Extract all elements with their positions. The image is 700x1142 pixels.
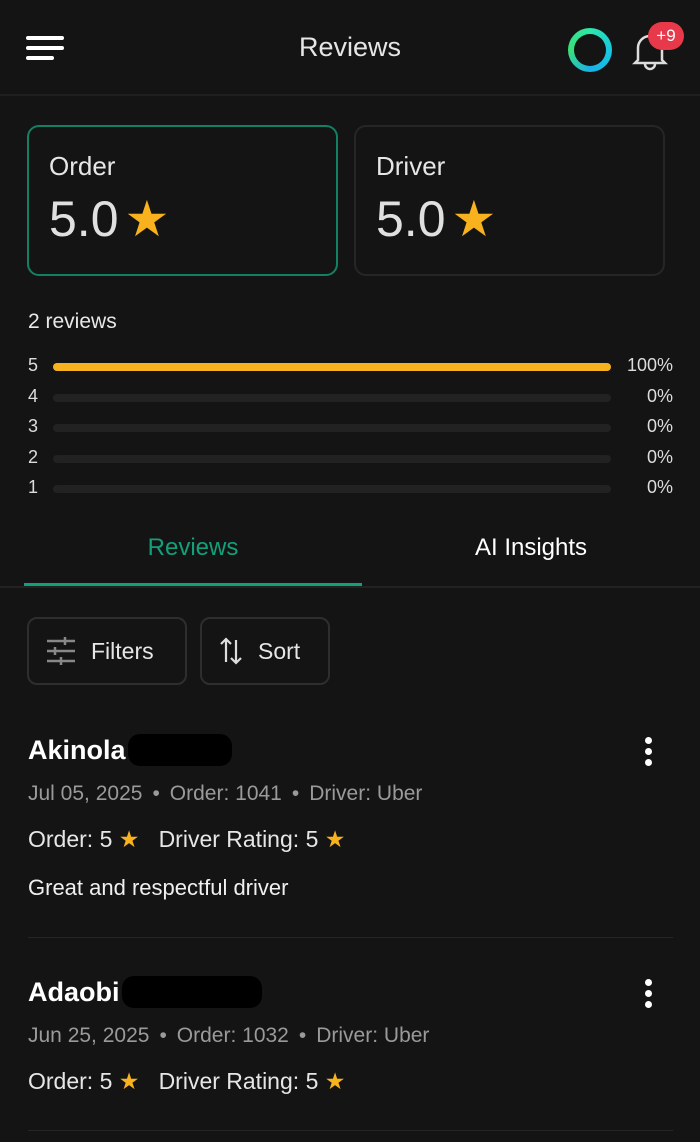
order-number: Order: 1041: [169, 782, 282, 805]
star-level: 3: [28, 416, 39, 436]
driver-rating-label: Driver Rating:: [158, 826, 300, 852]
review-comment: Great and respectful driver: [28, 875, 289, 900]
rating-bar-row: 4 0%: [28, 386, 673, 410]
review-item: Adaobi Jun 25, 2025 • Order: 1032 • Driver: …: [28, 976, 430, 1094]
tab-ai-insights[interactable]: AI Insights: [474, 534, 588, 561]
divider: [28, 1130, 673, 1131]
order-rating-label: Order:: [28, 826, 94, 852]
divider: [28, 937, 673, 938]
tab-bar: Reviews AI Insights: [0, 512, 700, 588]
order-number: Order: 1032: [176, 1024, 289, 1047]
rating-bar-fill: [53, 363, 611, 371]
rating-bar-track: [53, 485, 611, 493]
order-rating: 5: [99, 826, 113, 852]
review-date: Jul 05, 2025: [28, 782, 143, 805]
redaction: [121, 976, 262, 1008]
card-value: 5.0: [49, 191, 119, 247]
rating-bar-track: [53, 393, 611, 402]
card-label: Order: [49, 151, 116, 181]
reviewer-name: Akinola: [28, 734, 126, 765]
star-icon: ★: [124, 191, 170, 247]
sliders-icon: [47, 637, 75, 665]
review-item: Akinola Jul 05, 2025 • Order: 1041 • Driver:…: [28, 734, 673, 901]
page-title: Reviews: [298, 32, 402, 62]
notification-badge: +9: [648, 22, 684, 50]
driver-rating-card[interactable]: Driver 5.0 ★: [354, 125, 665, 276]
rating-percent: 0%: [646, 385, 673, 406]
status-ring-icon[interactable]: [568, 28, 612, 72]
reviewer-name: Adaobi: [28, 976, 120, 1007]
star-icon: ★: [324, 1068, 346, 1094]
driver-name: Driver: Uber: [309, 782, 423, 805]
rating-bar-track: [53, 424, 611, 432]
driver-rating: 5: [305, 826, 319, 852]
rating-percent: 100%: [626, 355, 673, 375]
star-level: 1: [28, 477, 39, 497]
review-date: Jun 25, 2025: [28, 1024, 150, 1047]
menu-icon[interactable]: [26, 36, 64, 62]
filters-button[interactable]: Filters: [27, 617, 187, 685]
app-header: Reviews +9: [0, 0, 700, 96]
rating-bar-row: 1 0%: [28, 477, 673, 501]
sort-button[interactable]: Sort: [200, 617, 330, 685]
rating-percent: 0%: [646, 477, 673, 497]
star-icon: ★: [118, 1068, 140, 1094]
star-icon: ★: [118, 826, 140, 852]
redaction: [127, 734, 232, 766]
driver-rating-label: Driver Rating:: [158, 1068, 300, 1094]
rating-bar-track: [53, 363, 611, 371]
driver-rating: 5: [305, 1068, 319, 1094]
more-options-icon[interactable]: [645, 737, 653, 770]
rating-bar-row: 5 100%: [28, 355, 673, 379]
order-rating-card[interactable]: Order 5.0 ★: [27, 125, 338, 276]
filters-label: Filters: [91, 637, 154, 664]
tab-reviews[interactable]: Reviews: [24, 512, 362, 586]
star-icon: ★: [451, 191, 497, 247]
sort-arrows-icon: [220, 637, 242, 665]
review-count: 2 reviews: [28, 310, 117, 333]
rating-percent: 0%: [646, 416, 673, 436]
star-level: 5: [28, 355, 39, 375]
rating-percent: 0%: [646, 446, 673, 467]
rating-bar-track: [53, 454, 611, 463]
order-rating-label: Order:: [28, 1068, 94, 1094]
star-level: 2: [28, 446, 39, 467]
driver-name: Driver: Uber: [316, 1024, 430, 1047]
star-level: 4: [28, 385, 39, 406]
card-value: 5.0: [376, 191, 446, 247]
card-label: Driver: [376, 151, 446, 181]
rating-bar-row: 2 0%: [28, 447, 673, 471]
more-options-icon[interactable]: [645, 979, 653, 1012]
rating-bar-row: 3 0%: [28, 416, 673, 440]
sort-label: Sort: [258, 637, 301, 664]
order-rating: 5: [99, 1068, 113, 1094]
star-icon: ★: [324, 826, 346, 852]
